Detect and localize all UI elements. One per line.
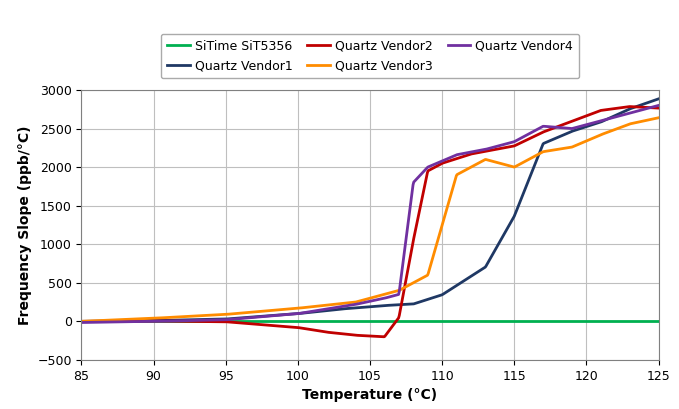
Quartz Vendor3 [413,279,421,283]
Quartz Vendor2 [113,319,121,324]
SiTime SiT5356 [574,319,583,324]
Quartz Vendor3 [77,319,86,324]
SiTime SiT5356 [113,319,121,324]
Line: Quartz Vendor1: Quartz Vendor1 [81,99,659,321]
Quartz Vendor1 [428,296,436,301]
Quartz Vendor3 [113,317,121,322]
SiTime SiT5356 [77,319,86,324]
SiTime SiT5356 [413,319,421,324]
Quartz Vendor4 [515,137,524,142]
Line: Quartz Vendor2: Quartz Vendor2 [81,107,659,337]
Quartz Vendor4 [428,163,436,168]
Quartz Vendor4 [574,124,583,129]
Line: Quartz Vendor4: Quartz Vendor4 [81,106,659,323]
Quartz Vendor2 [428,166,437,171]
SiTime SiT5356 [428,319,436,324]
Quartz Vendor2 [77,319,86,324]
Quartz Vendor4 [113,319,121,324]
Quartz Vendor2 [516,141,524,146]
Quartz Vendor3 [655,115,663,120]
Quartz Vendor2 [380,334,388,339]
Quartz Vendor1 [413,301,421,306]
Quartz Vendor3 [574,142,583,147]
SiTime SiT5356 [445,319,453,324]
Quartz Vendor4 [77,320,86,325]
SiTime SiT5356 [655,319,663,324]
X-axis label: Temperature (°C): Temperature (°C) [302,388,438,402]
Quartz Vendor2 [655,106,663,110]
Quartz Vendor3 [428,258,436,263]
Quartz Vendor4 [413,177,421,182]
Quartz Vendor2 [446,158,454,163]
Quartz Vendor1 [574,127,583,132]
Quartz Vendor4 [655,103,663,108]
Quartz Vendor2 [575,116,583,121]
Quartz Vendor2 [625,104,634,109]
Quartz Vendor4 [445,155,453,160]
Quartz Vendor3 [515,162,524,167]
Quartz Vendor2 [414,218,422,223]
Y-axis label: Frequency Slope (ppb/°C): Frequency Slope (ppb/°C) [18,125,32,325]
SiTime SiT5356 [515,319,524,324]
Legend: SiTime SiT5356, Quartz Vendor1, Quartz Vendor2, Quartz Vendor3, Quartz Vendor4: SiTime SiT5356, Quartz Vendor1, Quartz V… [161,34,579,79]
Quartz Vendor1 [515,201,524,206]
Quartz Vendor1 [445,288,453,293]
Quartz Vendor1 [113,319,121,324]
Quartz Vendor1 [77,319,86,324]
Quartz Vendor1 [655,97,663,101]
Line: Quartz Vendor3: Quartz Vendor3 [81,118,659,321]
Quartz Vendor3 [445,198,453,203]
